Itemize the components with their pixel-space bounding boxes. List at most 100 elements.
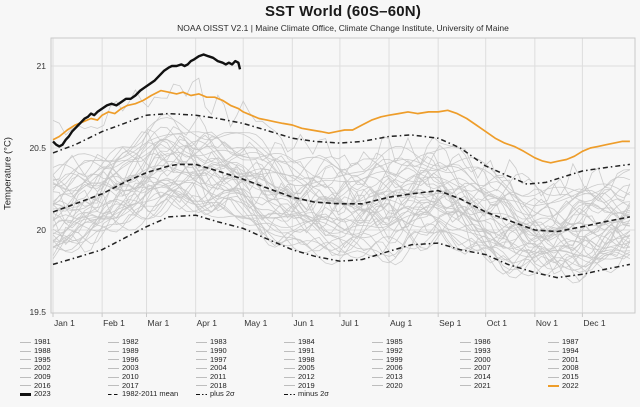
series-2023-line — [52, 53, 242, 148]
legend-item-1983[interactable]: 1983 — [196, 338, 282, 347]
legend-item-2017[interactable]: 2017 — [108, 381, 194, 390]
legend-item-1992[interactable]: 1992 — [372, 347, 458, 356]
legend-item-1999[interactable]: 1999 — [372, 355, 458, 364]
legend-swatch-gray — [196, 385, 207, 387]
legend-label: 2010 — [122, 372, 139, 382]
legend-item-1991[interactable]: 1991 — [284, 347, 370, 356]
x-axis-tick-label: Apr 1 — [197, 318, 218, 328]
legend-item-2005[interactable]: 2005 — [284, 364, 370, 373]
x-axis-tick-label: Jul 1 — [341, 318, 359, 328]
legend-item-1982[interactable]: 1982 — [108, 338, 194, 347]
legend-label: 1982 — [122, 337, 139, 347]
legend-item-1994[interactable]: 1994 — [548, 347, 634, 356]
legend-swatch-gray — [548, 367, 559, 369]
legend-item-2010[interactable]: 2010 — [108, 373, 194, 382]
legend-item-2018[interactable]: 2018 — [196, 381, 282, 390]
legend-item-2008[interactable]: 2008 — [548, 364, 634, 373]
legend-item-1996[interactable]: 1996 — [108, 355, 194, 364]
x-axis-tick-label: Aug 1 — [390, 318, 412, 328]
legend-label: 2011 — [210, 372, 227, 382]
legend-swatch-gray — [20, 385, 31, 387]
legend-item-2003[interactable]: 2003 — [108, 364, 194, 373]
legend-item-2015[interactable]: 2015 — [548, 373, 634, 382]
legend-item-2021[interactable]: 2021 — [460, 381, 546, 390]
legend-item-1982-2011-mean[interactable]: 1982-2011 mean — [108, 390, 194, 399]
legend-column: 1984 1991 1998 2005 2012 2019 minus 2σ — [284, 338, 370, 399]
series-2009-line — [52, 135, 631, 230]
legend-swatch-dashdot — [284, 393, 295, 396]
legend-item-2007[interactable]: 2007 — [460, 364, 546, 373]
legend-item-2012[interactable]: 2012 — [284, 373, 370, 382]
legend-label: 1996 — [122, 354, 139, 364]
legend-item-1998[interactable]: 1998 — [284, 355, 370, 364]
legend-swatch-gray — [460, 350, 471, 352]
legend-swatch-gray — [108, 367, 119, 369]
legend-label: 1982-2011 mean — [122, 389, 179, 399]
legend-label: 2021 — [474, 380, 491, 390]
legend-label: 2000 — [474, 354, 491, 364]
legend-item-1984[interactable]: 1984 — [284, 338, 370, 347]
x-axis-tick-label: Nov 1 — [536, 318, 558, 328]
legend-item-2023[interactable]: 2023 — [20, 390, 106, 399]
legend-label: 2022 — [562, 380, 579, 390]
series-1987-line — [52, 179, 631, 271]
legend-label: 2007 — [474, 363, 491, 373]
legend-swatch-gray — [460, 376, 471, 378]
legend-item-1990[interactable]: 1990 — [196, 347, 282, 356]
series-1995-line — [52, 172, 631, 257]
legend-swatch-gray — [460, 385, 471, 387]
series-1982-2011-mean-line — [52, 163, 631, 233]
legend-item-2000[interactable]: 2000 — [460, 355, 546, 364]
legend-item-plus-2σ[interactable]: plus 2σ — [196, 390, 282, 399]
legend-item-2002[interactable]: 2002 — [20, 364, 106, 373]
legend-label: 2006 — [386, 363, 403, 373]
legend-item-1986[interactable]: 1986 — [460, 338, 546, 347]
legend-item-1997[interactable]: 1997 — [196, 355, 282, 364]
legend-label: 1984 — [298, 337, 315, 347]
legend-item-1989[interactable]: 1989 — [108, 347, 194, 356]
legend-item-1981[interactable]: 1981 — [20, 338, 106, 347]
legend-label: 1995 — [34, 354, 51, 364]
legend-item-2019[interactable]: 2019 — [284, 381, 370, 390]
legend-swatch-gray — [372, 385, 383, 387]
legend-item-1988[interactable]: 1988 — [20, 347, 106, 356]
legend-item-2009[interactable]: 2009 — [20, 373, 106, 382]
legend-item-minus-2σ[interactable]: minus 2σ — [284, 390, 370, 399]
legend-swatch-gray — [196, 367, 207, 369]
legend-item-2004[interactable]: 2004 — [196, 364, 282, 373]
legend-item-2011[interactable]: 2011 — [196, 373, 282, 382]
legend-label: 2005 — [298, 363, 315, 373]
legend-swatch-dashed — [108, 393, 119, 396]
legend-swatch-gray — [108, 376, 119, 378]
legend-item-2001[interactable]: 2001 — [548, 355, 634, 364]
legend-item-1985[interactable]: 1985 — [372, 338, 458, 347]
legend-item-2013[interactable]: 2013 — [372, 373, 458, 382]
legend-swatch-gray — [20, 341, 31, 343]
legend-swatch-gray — [196, 341, 207, 343]
legend-item-2014[interactable]: 2014 — [460, 373, 546, 382]
legend-swatch-gray — [108, 385, 119, 387]
legend-swatch-gray — [284, 376, 295, 378]
legend-label: 2016 — [34, 380, 51, 390]
legend-swatch-gray — [372, 341, 383, 343]
legend-item-2020[interactable]: 2020 — [372, 381, 458, 390]
legend-swatch-gray — [20, 376, 31, 378]
legend-label: 2014 — [474, 372, 491, 382]
legend-item-2022[interactable]: 2022 — [548, 381, 634, 390]
legend-item-1987[interactable]: 1987 — [548, 338, 634, 347]
legend-label: 2004 — [210, 363, 227, 373]
legend-swatch-gray — [196, 376, 207, 378]
legend-item-2016[interactable]: 2016 — [20, 381, 106, 390]
legend-item-1995[interactable]: 1995 — [20, 355, 106, 364]
legend-item-2006[interactable]: 2006 — [372, 364, 458, 373]
legend-item-1993[interactable]: 1993 — [460, 347, 546, 356]
series-2007-line — [52, 144, 630, 241]
series-2012-line — [52, 134, 631, 225]
legend-swatch-gray — [372, 367, 383, 369]
legend-label: 2023 — [34, 389, 51, 399]
plot-area: Jan 1 Feb 1 Mar 1 Apr 1 May 1 Jun 1 Jul 1 Aug 1… — [29, 37, 636, 328]
series-2001-line — [52, 159, 631, 247]
legend-swatch-gray — [108, 350, 119, 352]
legend-label: 2009 — [34, 372, 51, 382]
